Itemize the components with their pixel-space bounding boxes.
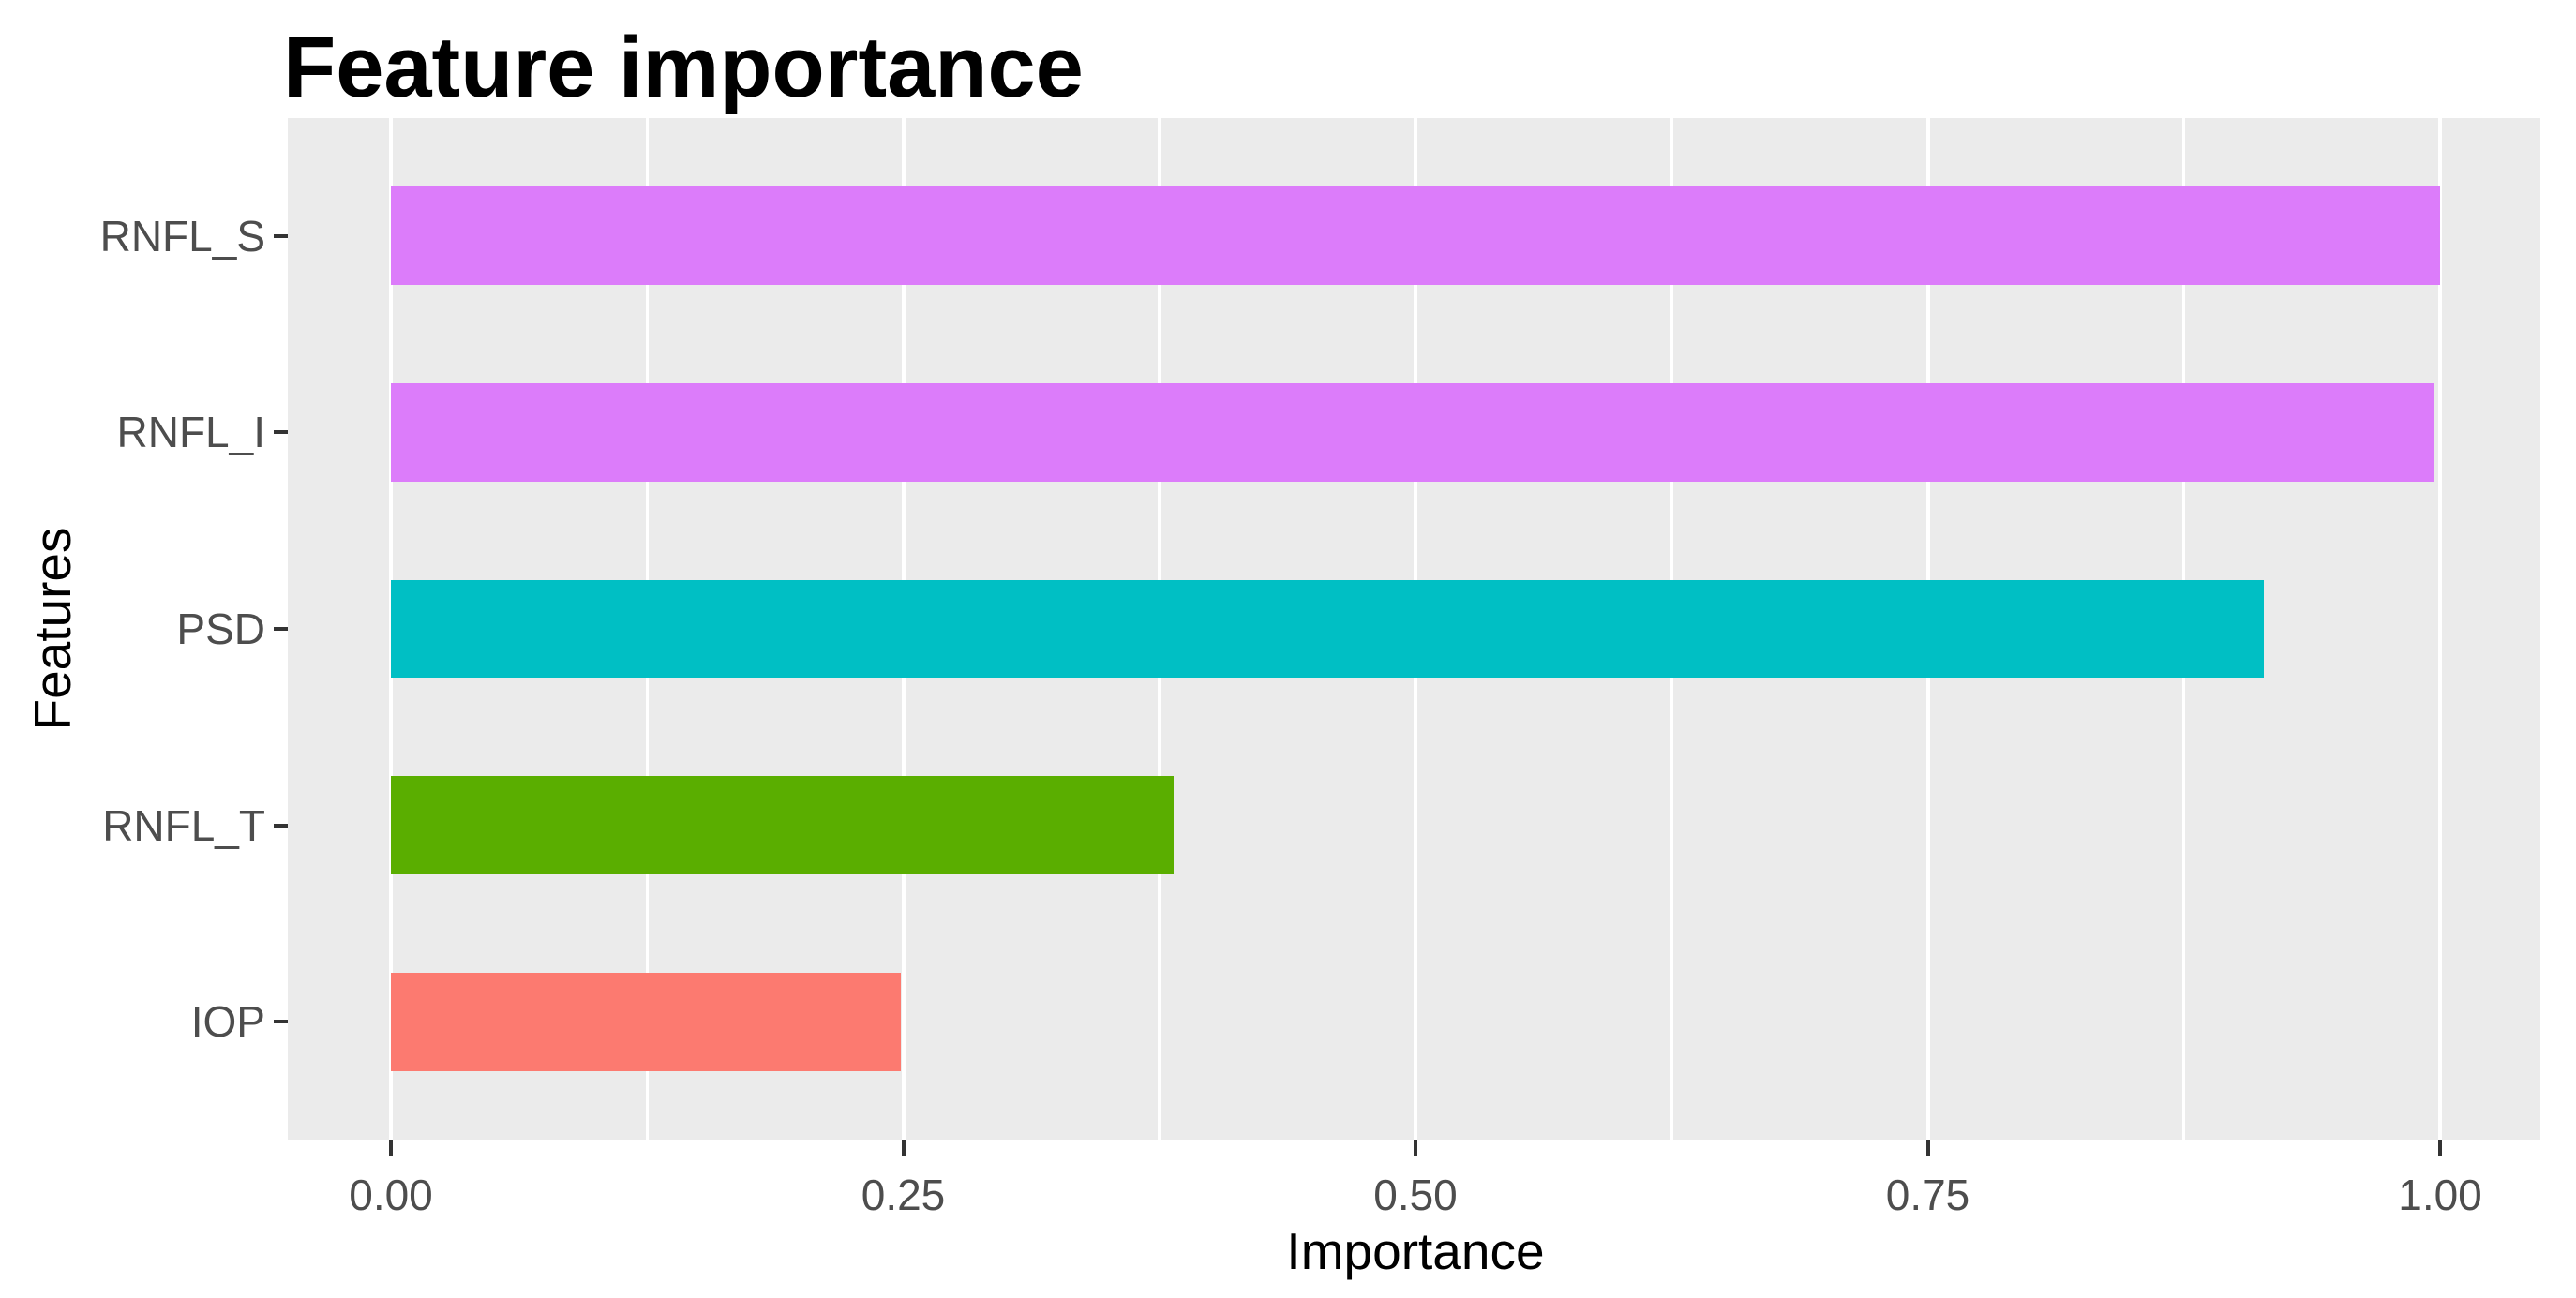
y-tick-mark (274, 430, 288, 435)
x-tick-label-1.00: 1.00 (2398, 1171, 2482, 1219)
y-tick-mark (274, 1020, 288, 1024)
x-axis-title: Importance (1286, 1222, 1545, 1280)
bar-rnfl_t (391, 776, 1175, 874)
x-tick-label-0.00: 0.00 (349, 1171, 433, 1219)
y-tick-label-rnfl_t: RNFL_T (102, 800, 265, 850)
bar-psd (391, 579, 2264, 679)
major-gridline (2438, 118, 2442, 1140)
x-tick-mark (2438, 1140, 2442, 1156)
x-tick-mark (901, 1140, 906, 1156)
y-tick-label-rnfl_s: RNFL_S (99, 211, 265, 261)
bar-iop (391, 972, 902, 1071)
x-tick-label-0.50: 0.50 (1373, 1171, 1458, 1219)
x-tick-mark (389, 1140, 393, 1156)
y-tick-mark (274, 823, 288, 828)
y-tick-label-iop: IOP (190, 997, 265, 1047)
y-axis-title: Features (23, 527, 82, 731)
x-tick-label-0.75: 0.75 (1885, 1171, 1970, 1219)
chart-title: Feature importance (283, 20, 1084, 115)
x-tick-label-0.25: 0.25 (861, 1171, 946, 1219)
x-tick-mark (1925, 1140, 1930, 1156)
bar-rnfl_i (391, 382, 2434, 482)
y-tick-mark (274, 233, 288, 238)
y-tick-mark (274, 627, 288, 631)
y-tick-label-rnfl_i: RNFL_I (116, 408, 265, 457)
bar-rnfl_s (391, 186, 2440, 286)
y-tick-label-psd: PSD (176, 604, 265, 653)
x-tick-mark (1414, 1140, 1417, 1156)
plot-panel (288, 118, 2540, 1140)
